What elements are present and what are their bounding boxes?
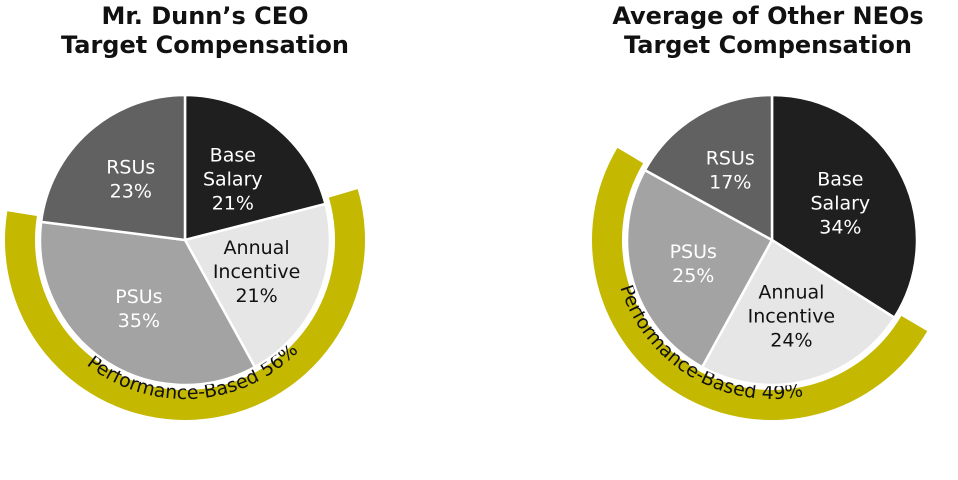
- ceo-psus-label-line-1: PSUs: [115, 286, 162, 308]
- neo-rsus-label-line-2: 17%: [709, 171, 751, 193]
- neo-rsus-label-line-1: RSUs: [706, 147, 755, 169]
- ceo-title-line-1: Mr. Dunn’s CEO: [101, 2, 308, 30]
- ceo-annual-incentive-label-line-1: Annual: [224, 237, 290, 259]
- ceo-slice-psus: [38, 220, 257, 387]
- neo-title-line-1: Average of Other NEOs: [612, 2, 923, 30]
- ceo-psus-label-line-2: 35%: [118, 310, 160, 332]
- ceo-rsus-label-line-1: RSUs: [106, 156, 155, 178]
- neo-slice-annual-incentive: [700, 238, 896, 387]
- ceo-slice-annual-incentive: [183, 202, 332, 369]
- neo-base-salary-label-line-1: Base: [817, 168, 863, 190]
- neo-slice-rsus: [643, 93, 774, 242]
- neo-slice-psus: [625, 168, 774, 369]
- ceo-base-salary-label-line-1: Base: [210, 144, 256, 166]
- ceo-rsus-label-line-2: 23%: [110, 180, 152, 202]
- neo-psus-label-line-2: 25%: [672, 265, 714, 287]
- ceo-slice-rsus: [39, 93, 187, 242]
- ceo-slice-base-salary: [183, 93, 327, 242]
- ceo-title-line-2: Target Compensation: [61, 31, 349, 59]
- neo-annual-incentive-label-line-3: 24%: [770, 330, 812, 352]
- neo-psus-label-line-1: PSUs: [670, 241, 717, 263]
- ceo-base-salary-label-line-2: Salary: [203, 168, 263, 190]
- neo-base-salary-label-line-2: Salary: [811, 192, 871, 214]
- neo-annual-incentive-label-line-2: Incentive: [748, 306, 836, 328]
- ceo-annual-incentive-label-line-2: Incentive: [213, 261, 301, 283]
- neo-annual-incentive-label-line-1: Annual: [758, 282, 824, 304]
- neo-title-line-2: Target Compensation: [624, 31, 912, 59]
- neo-performance-band: [591, 147, 928, 421]
- neo-base-salary-label-line-3: 34%: [819, 216, 861, 238]
- ceo-base-salary-label-line-3: 21%: [212, 192, 254, 214]
- ceo-annual-incentive-label-line-3: 21%: [235, 285, 277, 307]
- ceo-performance-band: [4, 189, 365, 421]
